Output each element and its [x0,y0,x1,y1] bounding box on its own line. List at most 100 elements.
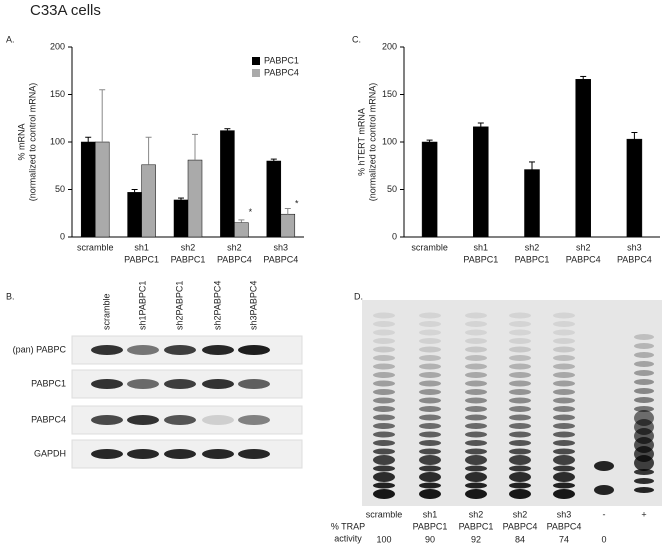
gel-band [419,414,441,421]
panel-label: C. [352,34,361,44]
x-tick-label: PABPC1 [463,254,498,264]
gel-band [465,414,487,421]
activity-value: 92 [471,534,481,544]
gel-band [509,338,531,344]
y-tick-label: 200 [50,41,65,51]
gel-band [553,406,575,412]
gel-band [465,482,487,489]
lane-label: + [641,509,646,519]
gel-band [465,423,487,429]
legend-swatch [252,57,260,65]
gel-band [634,361,654,367]
y-tick-label: 50 [387,184,397,194]
gel-band [465,355,487,361]
activity-value: 74 [559,534,569,544]
x-tick-label: PABPC1 [515,254,550,264]
gel-band [509,312,531,319]
blot-band [202,449,234,459]
bar [575,79,591,238]
gel-band [509,372,531,378]
blot-band [164,345,196,355]
gel-band [419,482,441,489]
gel-band [373,355,395,361]
blot-band [91,449,123,459]
gel-band [373,389,395,395]
y-axis-label: (normalized to control mRNA) [367,83,377,202]
gel-band [553,363,575,370]
panel-label: A. [6,34,15,44]
gel-band [594,461,614,471]
gel-band [419,346,441,353]
gel-band [373,448,395,455]
y-tick-label: 150 [382,89,397,99]
gel-band [509,482,531,489]
x-tick-label: sh1 [474,242,489,252]
gel-band [465,448,487,455]
gel-band [419,380,441,387]
gel-band [509,321,531,327]
gel-band [509,489,531,499]
gel-band [373,321,395,327]
bar [280,213,296,238]
y-tick-label: 100 [50,136,65,146]
gel-band [419,455,441,465]
lane-label: scramble [366,509,403,519]
y-tick-label: 100 [382,136,397,146]
gel-band [553,472,575,482]
gel-band [373,346,395,353]
gel-band [553,380,575,387]
blot-band [164,415,196,425]
gel-band [509,406,531,412]
gel-band [509,431,531,438]
blot-band [91,345,123,355]
x-tick-label: PABPC4 [566,254,601,264]
gel-band [373,397,395,404]
y-axis-label: % mRNA [16,123,26,160]
gel-band [419,423,441,429]
bar [266,160,282,238]
blot-band [238,345,270,355]
bar [524,169,540,238]
y-tick-label: 150 [50,89,65,99]
gel-band [373,372,395,378]
gel-band [373,414,395,421]
gel-band [419,321,441,327]
gel-band [553,329,575,336]
gel-band [373,363,395,370]
gel-band [373,472,395,482]
gel-band [509,472,531,482]
gel-band [419,372,441,378]
gel-band [509,363,531,370]
x-tick-label: sh2 [525,242,540,252]
bar [626,138,643,238]
lane-label: - [603,509,606,519]
y-axis-label: % hTERT mRNA [356,108,366,176]
lane-label: sh2PABPC1 [174,281,184,330]
row-label: GAPDH [34,448,66,458]
gel-band [419,312,441,319]
bar [220,130,235,238]
x-tick-label: PABPC1 [124,254,159,264]
blot-band [127,345,159,355]
lane-label: PABPC1 [459,521,494,531]
bar [141,164,156,238]
lane-label: sh2PABPC4 [212,281,222,330]
gel-band [634,334,654,340]
lane-label: PABPC4 [503,521,538,531]
gel-band [373,465,395,472]
gel-band [465,440,487,446]
gel-band [509,423,531,429]
gel-band [509,440,531,446]
bar [421,141,438,238]
gel-band [373,455,395,465]
activity-value: 90 [425,534,435,544]
blot-band [202,345,234,355]
blot-band [127,379,159,389]
bar [127,192,142,238]
gel-band [465,397,487,404]
gel-band [419,389,441,395]
figure-title: C33A cells [30,2,101,19]
y-tick-label: 50 [55,184,65,194]
gel-band [465,431,487,438]
y-tick-label: 200 [382,41,397,51]
